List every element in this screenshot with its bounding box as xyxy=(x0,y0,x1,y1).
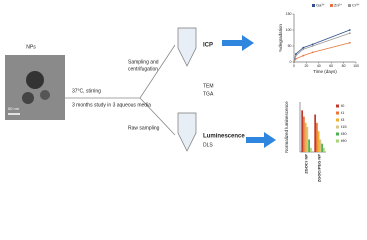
bar xyxy=(317,131,320,152)
legend-swatch xyxy=(336,125,339,129)
condition: 3 months study in 3 aqueous media xyxy=(72,102,151,108)
legend-label: t30 xyxy=(341,131,347,136)
icp-label: ICP xyxy=(203,43,213,49)
legend-swatch xyxy=(336,111,339,115)
legend-label: Cr³⁺ xyxy=(352,3,360,8)
x-tick-label: 60 xyxy=(329,64,333,68)
point xyxy=(348,32,351,35)
condition: 37°C, stirring xyxy=(72,88,101,94)
lum-label: Luminescence xyxy=(203,134,245,140)
legend-label: t90 xyxy=(341,138,347,143)
point xyxy=(311,51,314,54)
legend-label: Ga³⁺ xyxy=(316,3,325,8)
point xyxy=(294,54,297,57)
point xyxy=(294,53,297,55)
method: DLS xyxy=(203,142,213,148)
bar xyxy=(304,122,307,152)
line-series xyxy=(293,32,350,63)
bar xyxy=(322,147,325,152)
y-tick-label: 100 xyxy=(286,28,292,32)
method: TEM xyxy=(203,83,214,89)
bar xyxy=(303,116,305,152)
point xyxy=(348,41,351,44)
legend-label: Zn²⁺ xyxy=(334,3,342,8)
legend-swatch xyxy=(330,4,333,7)
legend-swatch xyxy=(336,104,339,108)
bar xyxy=(309,147,312,152)
step: Raw sampling xyxy=(128,125,160,131)
line-series xyxy=(293,42,350,63)
legend-label: t0 xyxy=(341,103,345,108)
scale-label: 50 nm xyxy=(8,106,20,111)
legend-label: t15 xyxy=(341,124,347,129)
bar xyxy=(306,127,309,152)
x-tick-label: ZGOCrPEG NP xyxy=(317,154,322,183)
point xyxy=(348,29,351,31)
y-axis-label: Normalized luminescence xyxy=(284,101,289,153)
line-series xyxy=(293,29,350,63)
point xyxy=(302,48,305,51)
bar xyxy=(301,110,304,152)
x-tick-label: 40 xyxy=(317,64,321,68)
legend-swatch xyxy=(336,132,339,136)
figure: NPs 50 nm 37°C, stirring 3 months study … xyxy=(5,3,360,183)
bar xyxy=(319,139,322,152)
tube xyxy=(177,112,197,152)
x-tick-label: ZGOCr NP xyxy=(304,154,309,174)
particle xyxy=(22,92,34,104)
x-tick-label: 0 xyxy=(293,64,295,68)
x-tick-label: 100 xyxy=(353,64,359,68)
bar xyxy=(314,114,317,152)
tube xyxy=(177,27,197,67)
x-tick-label: 20 xyxy=(304,64,308,68)
point xyxy=(311,43,314,46)
point xyxy=(311,45,314,47)
y-tick-label: 0 xyxy=(290,60,292,64)
particle xyxy=(40,90,50,100)
legend-label: t3 xyxy=(341,117,345,122)
x-tick-label: 80 xyxy=(342,64,346,68)
y-tick-label: 50 xyxy=(288,44,292,48)
method: TGA xyxy=(203,91,214,97)
x-axis-label: Time (days) xyxy=(313,69,337,74)
bar xyxy=(316,122,318,152)
legend-swatch xyxy=(336,139,339,143)
connector xyxy=(65,44,176,136)
legend-swatch xyxy=(348,4,351,7)
y-axis-label: %degradation xyxy=(278,24,283,52)
arrow xyxy=(222,35,254,51)
particle xyxy=(26,71,44,89)
legend-label: t1 xyxy=(341,110,345,115)
step: centrifugation xyxy=(128,66,158,72)
legend-swatch xyxy=(336,118,339,122)
legend-swatch xyxy=(312,4,315,7)
point xyxy=(302,54,305,57)
point xyxy=(302,46,305,49)
y-tick-label: 150 xyxy=(286,12,292,16)
nps-label: NPs xyxy=(26,44,36,50)
step: Sampling and xyxy=(128,59,159,65)
point xyxy=(293,61,295,63)
arrow xyxy=(246,132,276,148)
bar xyxy=(308,139,310,152)
bar xyxy=(321,143,323,152)
